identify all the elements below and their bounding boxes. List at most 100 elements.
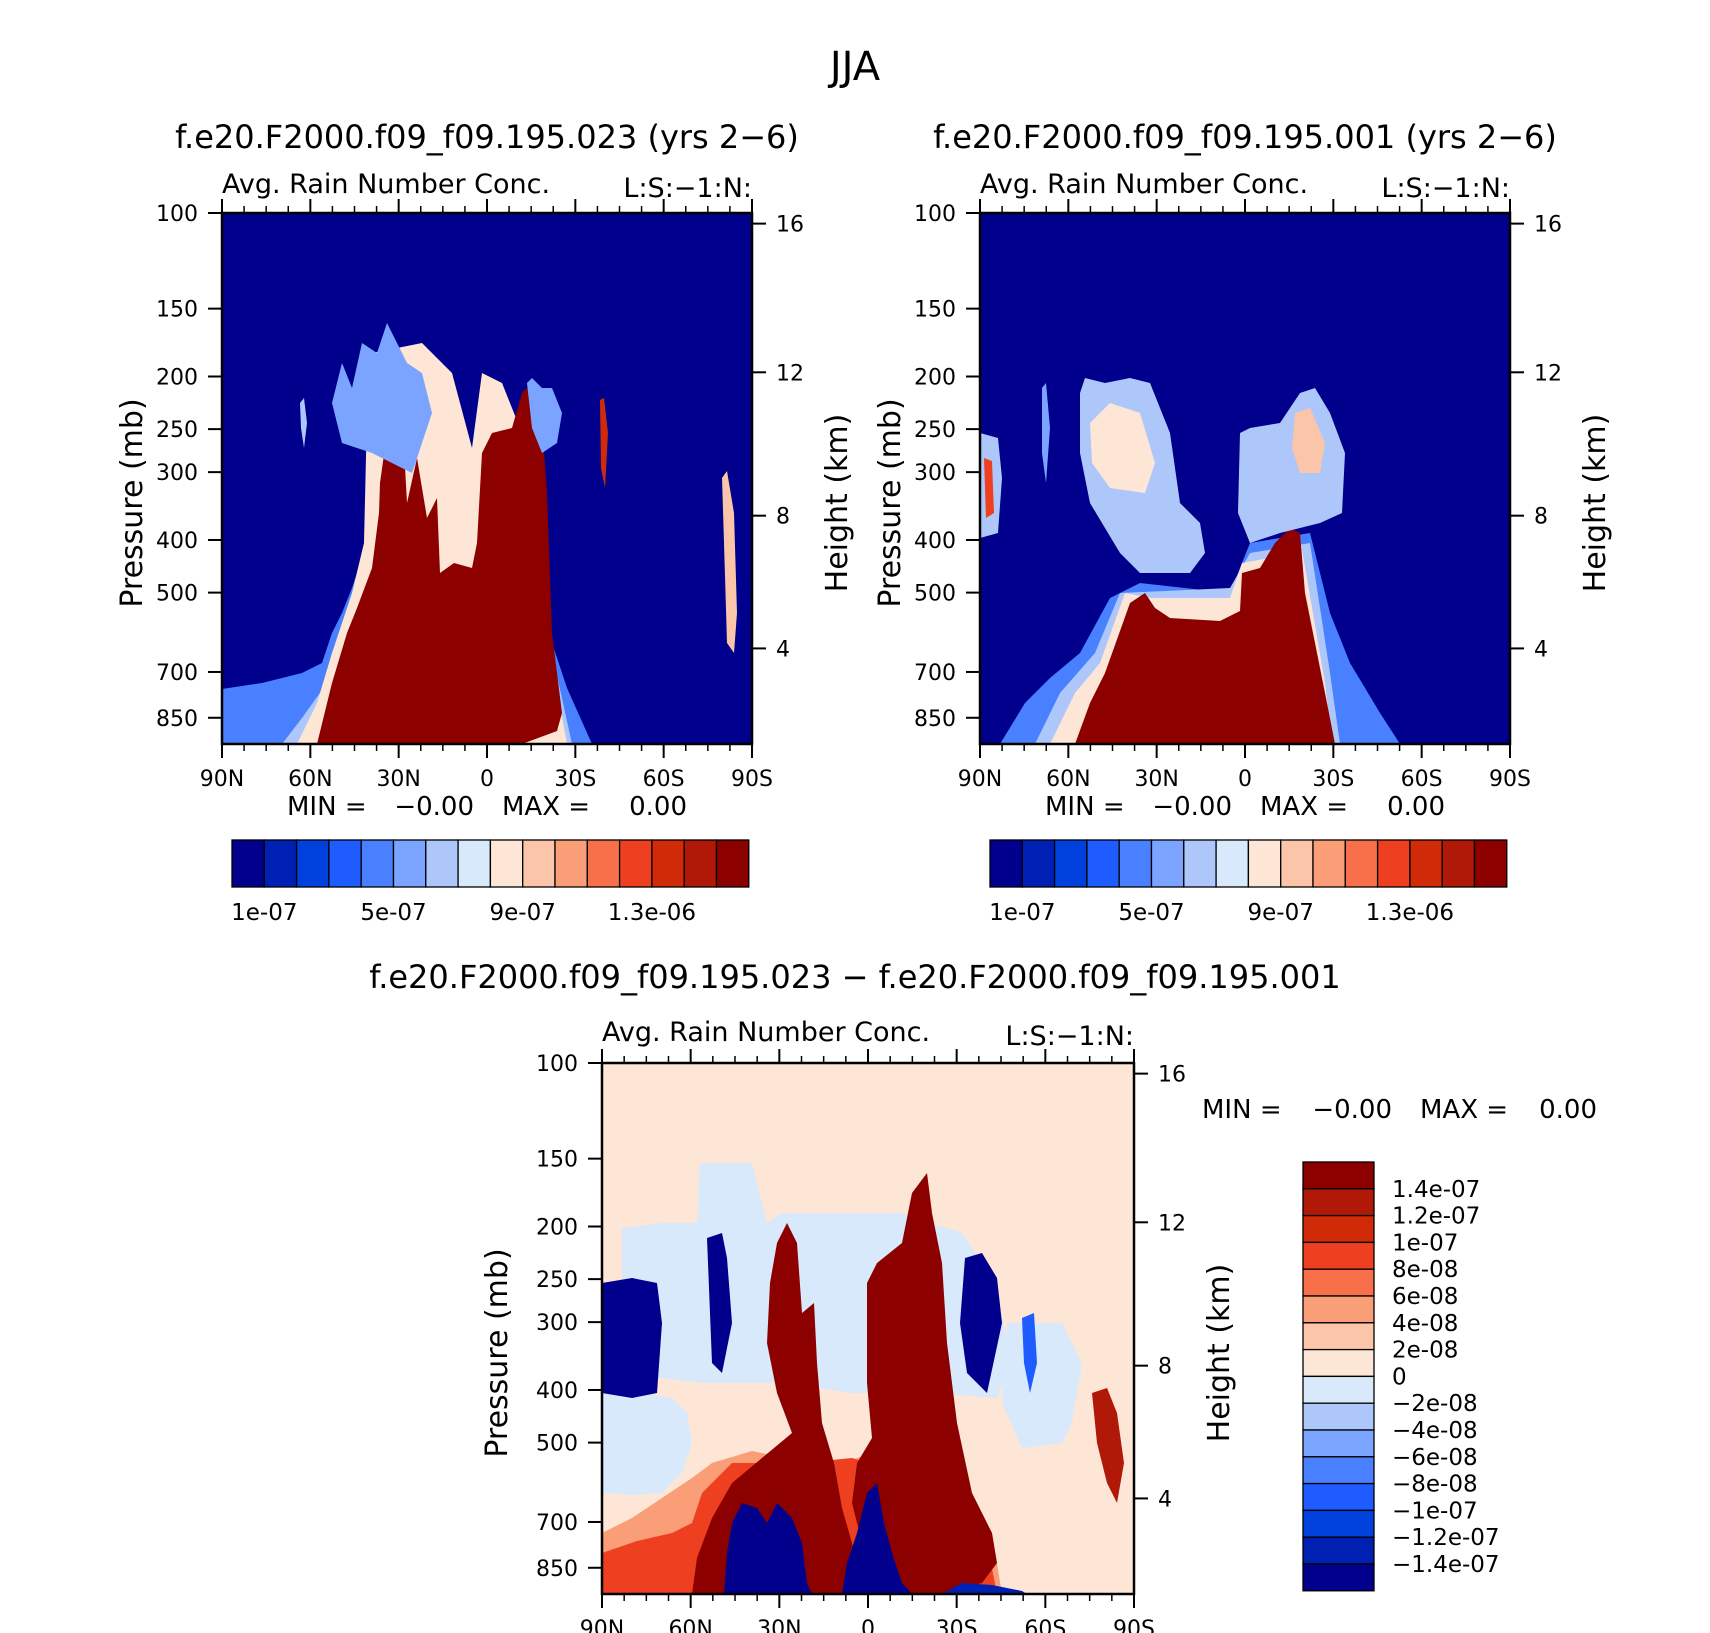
- panel-2-y-label: Pressure (mb): [873, 398, 908, 607]
- panel-1-level-label: L:S:−1:N:: [623, 173, 752, 204]
- colorbar-label: −1.4e-07: [1392, 1552, 1500, 1578]
- panel-3-x-axis: 90N 60N 30N 0 30S 60S 90S: [580, 1049, 1155, 1633]
- colorbar-label: −6e-08: [1392, 1445, 1478, 1471]
- panel-1-contour-core-red: [317, 388, 562, 744]
- y2-tick-label: 8: [1534, 505, 1548, 530]
- panel-3-contour-dark-red-core-north: [692, 1223, 860, 1594]
- panel-3-y-label: Pressure (mb): [480, 1248, 515, 1457]
- colorbar-box: [1376, 839, 1411, 888]
- colorbar-box: [1302, 1161, 1375, 1190]
- colorbar-box: [1302, 1563, 1375, 1592]
- colorbar-box: [1302, 1402, 1375, 1431]
- colorbar-box: [683, 839, 718, 888]
- y-tick-label: 700: [536, 1511, 578, 1536]
- colorbar-label: 4e-08: [1392, 1311, 1458, 1337]
- colorbar-box: [360, 839, 395, 888]
- x-tick-label: 60S: [1401, 767, 1443, 792]
- y-tick-label: 150: [536, 1148, 578, 1173]
- x-tick-label: 30N: [1134, 767, 1178, 792]
- colorbar-box: [263, 839, 298, 888]
- colorbar-box: [1302, 1375, 1375, 1404]
- y-tick-label: 700: [156, 661, 198, 686]
- panel-2-max-label: MAX =: [1260, 792, 1348, 822]
- panel-2-colorbar: 1e-07 5e-07 9e-07 1.3e-06: [989, 839, 1508, 926]
- panel-1-y2-axis: 16 12 8 4: [752, 213, 804, 662]
- x-tick-label: 0: [1238, 767, 1252, 792]
- panel-2-y2-axis: 16 12 8 4: [1510, 213, 1562, 662]
- panel-1-min-label: MIN =: [287, 792, 367, 822]
- x-tick-label: 60N: [1046, 767, 1090, 792]
- colorbar-box: [1302, 1348, 1375, 1378]
- colorbar-box: [489, 839, 524, 888]
- panel-2-x-axis: 90N 60N 30N 0 30S 60S 90S: [958, 199, 1531, 792]
- colorbar-box: [328, 839, 362, 888]
- panel-1-title: f.e20.F2000.f09_f09.195.023 (yrs 2−6): [175, 118, 799, 156]
- panel-3-contour-dark-blue-midlat: [707, 1233, 732, 1373]
- colorbar-box: [1302, 1482, 1375, 1512]
- y-tick-label: 300: [914, 461, 956, 486]
- y2-tick-label: 4: [776, 637, 790, 662]
- panel-2-y2-label: Height (km): [1578, 414, 1613, 593]
- y-tick-label: 250: [156, 418, 198, 443]
- y-tick-label: 500: [156, 582, 198, 607]
- y-tick-label: 250: [536, 1268, 578, 1293]
- panel-3-max-label: MAX =: [1420, 1095, 1508, 1125]
- colorbar-box: [715, 839, 750, 888]
- panel-3-y2-axis: 16 12 8 4: [1134, 1063, 1186, 1512]
- panel-3-y-axis: 100 150 200 250 300 400 500 700 850: [536, 1052, 602, 1582]
- colorbar-box: [295, 839, 330, 888]
- y2-tick-label: 12: [1534, 361, 1562, 386]
- panel-1-subtitle: Avg. Rain Number Conc.: [222, 169, 550, 200]
- colorbar-label: −8e-08: [1392, 1472, 1478, 1498]
- y2-tick-label: 12: [1158, 1211, 1186, 1236]
- panel-1-y-label: Pressure (mb): [115, 398, 150, 607]
- colorbar-box: [1280, 839, 1314, 888]
- y-tick-label: 250: [914, 418, 956, 443]
- panel-1-contour-upper-wisps: [332, 323, 432, 473]
- colorbar-label: 9e-07: [1248, 900, 1314, 926]
- colorbar-box: [1312, 839, 1346, 888]
- colorbar-label: 5e-07: [1118, 900, 1184, 926]
- panel-3-title: f.e20.F2000.f09_f09.195.023 − f.e20.F200…: [369, 958, 1341, 996]
- colorbar-label: −1.2e-07: [1392, 1525, 1500, 1551]
- colorbar-box: [392, 839, 427, 888]
- panel-2-contours: [980, 378, 1400, 744]
- panel-3-contour-dark-blue-south-upper: [960, 1253, 1002, 1393]
- panel-3-min-value: −0.00: [1312, 1095, 1392, 1125]
- y-tick-label: 400: [914, 529, 956, 554]
- y2-tick-label: 4: [1534, 637, 1548, 662]
- y2-tick-label: 4: [1158, 1487, 1172, 1512]
- x-tick-label: 0: [861, 1617, 875, 1633]
- panel-2-max-value: 0.00: [1387, 792, 1445, 822]
- x-tick-label: 90N: [580, 1617, 624, 1633]
- colorbar-box: [1302, 1509, 1375, 1538]
- x-tick-label: 30N: [757, 1617, 801, 1633]
- colorbar-label: −4e-08: [1392, 1418, 1478, 1444]
- y-tick-label: 150: [914, 298, 956, 323]
- panel-2-contour-upper-wisps-south-core: [1292, 408, 1325, 473]
- colorbar-box: [1247, 839, 1282, 888]
- panel-2-contour-spike: [1042, 383, 1050, 483]
- x-tick-label: 90S: [731, 767, 773, 792]
- colorbar-label: 5e-07: [360, 900, 426, 926]
- y2-tick-label: 16: [776, 213, 804, 238]
- colorbar-box: [618, 839, 653, 888]
- colorbar-box: [457, 839, 492, 888]
- panel-2-title: f.e20.F2000.f09_f09.195.001 (yrs 2−6): [933, 118, 1557, 156]
- colorbar-box: [1215, 839, 1250, 888]
- y-tick-label: 850: [156, 707, 198, 732]
- panel-3-level-label: L:S:−1:N:: [1005, 1021, 1134, 1052]
- y-tick-label: 500: [536, 1432, 578, 1457]
- panel-2-y-axis: 100 150 200 250 300 400 500 700 850: [914, 202, 980, 732]
- panel-3-subtitle: Avg. Rain Number Conc.: [602, 1017, 930, 1048]
- y-tick-label: 100: [156, 202, 198, 227]
- panel-2-min-label: MIN =: [1045, 792, 1125, 822]
- colorbar-box: [1302, 1241, 1375, 1270]
- colorbar-label: 2e-08: [1392, 1338, 1458, 1364]
- colorbar-box: [1302, 1536, 1375, 1565]
- y-tick-label: 100: [914, 202, 956, 227]
- y-tick-label: 150: [156, 298, 198, 323]
- colorbar-label: 1e-07: [1392, 1230, 1458, 1256]
- colorbar-label: 1.4e-07: [1392, 1177, 1480, 1203]
